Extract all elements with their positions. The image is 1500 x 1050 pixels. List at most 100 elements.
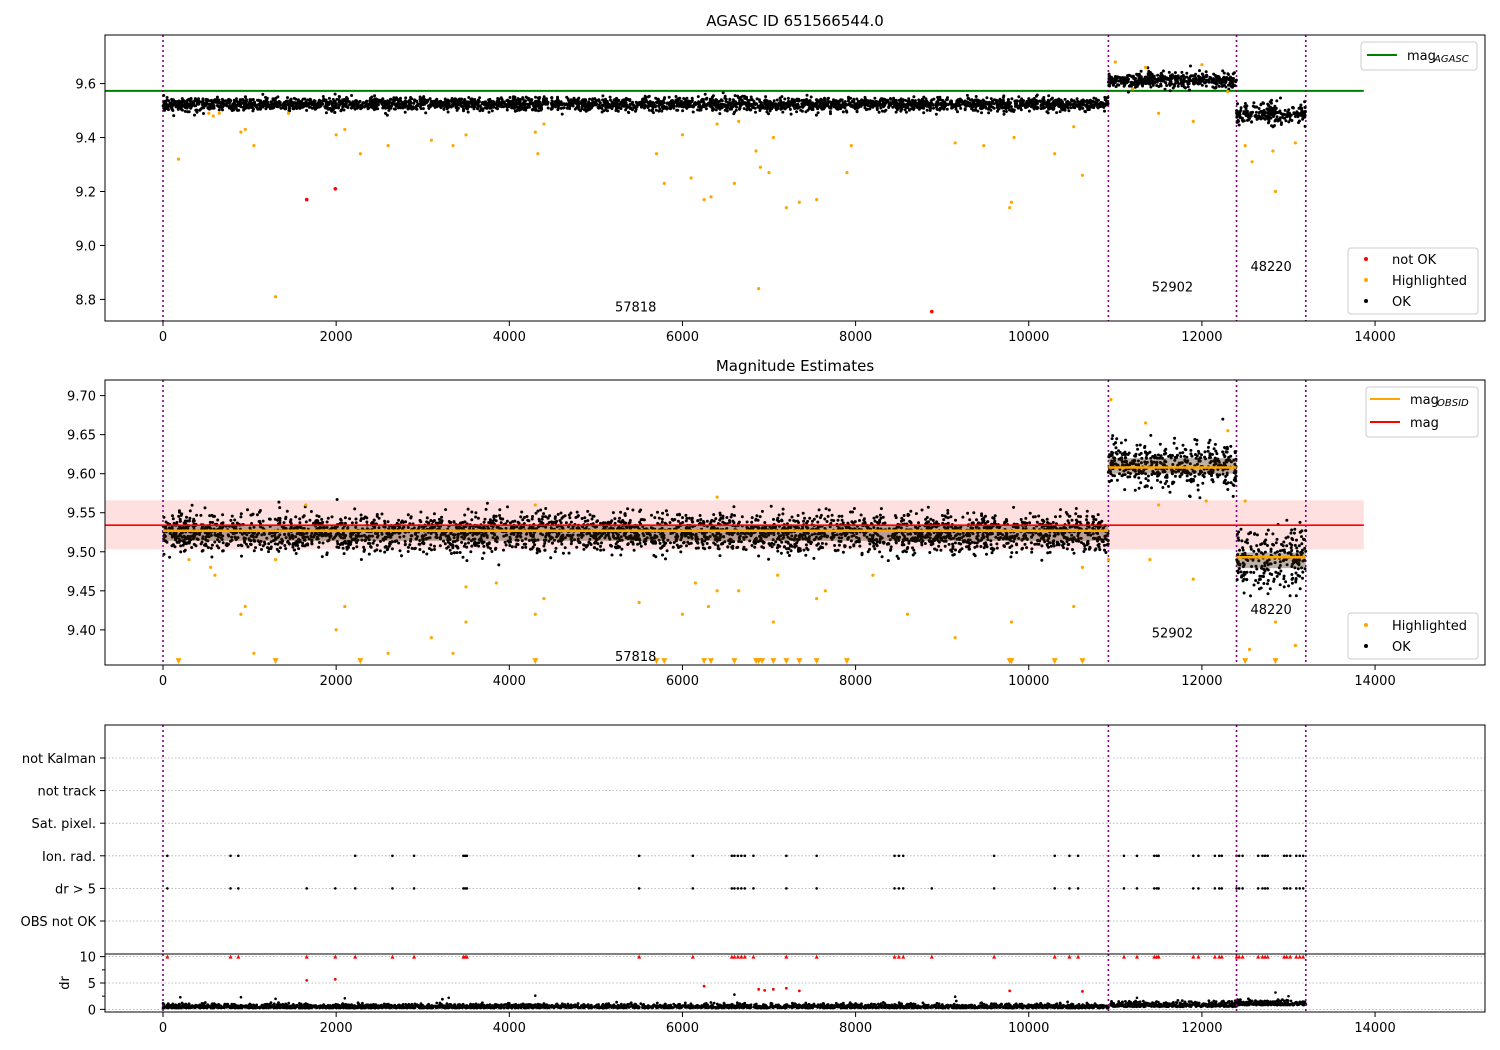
- ok-point: [507, 103, 510, 107]
- ok-point: [1180, 70, 1184, 74]
- ok-point: [1267, 110, 1271, 114]
- highlighted-point: [1250, 160, 1254, 164]
- ok-point: [1063, 108, 1067, 112]
- ok-point: [1257, 107, 1261, 110]
- ok-point: [738, 106, 742, 110]
- ok-point: [187, 103, 191, 107]
- ok-point: [1227, 78, 1230, 82]
- obsid-label: 52902: [1152, 280, 1193, 295]
- ok-point: [994, 98, 998, 102]
- ok-point: [245, 104, 249, 107]
- ok-point: [1237, 114, 1241, 118]
- ok-point: [736, 101, 740, 105]
- ok-point: [433, 102, 437, 106]
- ok-point: [906, 99, 910, 103]
- ok-point: [418, 105, 422, 109]
- ok-point: [287, 109, 291, 112]
- ok-point: [422, 95, 426, 99]
- highlighted-point: [536, 152, 540, 156]
- ok-point: [1298, 119, 1301, 123]
- ok-point: [1232, 84, 1236, 88]
- ok-point: [989, 97, 993, 101]
- ok-point: [450, 97, 454, 100]
- ok-point: [884, 98, 888, 102]
- ok-point: [234, 103, 237, 107]
- ok-point: [289, 103, 293, 107]
- ok-point: [987, 111, 991, 115]
- ok-point: [1218, 81, 1222, 85]
- ok-point: [1001, 105, 1005, 109]
- ok-point: [377, 516, 381, 520]
- ok-point: [296, 98, 300, 102]
- ok-point: [723, 94, 727, 98]
- ok-point: [985, 100, 988, 104]
- ok-point: [588, 102, 592, 106]
- ok-point: [972, 99, 976, 103]
- ok-point: [225, 104, 229, 108]
- ok-point: [354, 517, 358, 521]
- ok-point: [193, 104, 197, 108]
- ok-point: [1092, 106, 1096, 110]
- ok-point: [200, 100, 204, 104]
- ok-point: [575, 106, 579, 110]
- x-tick-label: 0: [159, 330, 167, 345]
- ok-point: [888, 538, 892, 542]
- ok-point: [529, 102, 533, 106]
- ok-point: [991, 105, 995, 109]
- ok-point: [869, 105, 872, 108]
- ok-point: [523, 105, 527, 109]
- ok-point: [292, 96, 296, 100]
- ok-point: [909, 509, 913, 513]
- y-tick-label: 9.2: [75, 185, 96, 200]
- ok-point: [1182, 85, 1186, 89]
- ok-point: [510, 545, 514, 549]
- ok-point: [299, 102, 303, 106]
- ok-point: [934, 525, 938, 529]
- ok-point: [916, 104, 920, 108]
- ok-point: [728, 97, 732, 101]
- ok-point: [826, 99, 830, 103]
- ok-point: [590, 98, 594, 102]
- ok-point: [814, 113, 818, 117]
- ok-point: [400, 101, 404, 104]
- highlighted-point: [680, 133, 685, 137]
- highlighted-point: [797, 200, 801, 204]
- ok-point: [787, 100, 791, 104]
- ok-point: [1188, 75, 1192, 79]
- ok-point: [171, 109, 175, 112]
- ok-point: [491, 100, 495, 104]
- ok-point: [1047, 99, 1051, 103]
- ok-point: [256, 98, 259, 102]
- ok-point: [661, 99, 665, 103]
- highlighted-point: [211, 114, 215, 118]
- ok-point: [1159, 72, 1163, 76]
- ok-point: [615, 96, 618, 100]
- ok-point: [797, 97, 801, 101]
- ok-point: [241, 101, 245, 105]
- ok-point: [162, 94, 166, 97]
- ok-point: [1085, 104, 1089, 108]
- y-tick-label: 9.4: [75, 132, 96, 147]
- ok-point: [592, 101, 596, 104]
- ok-point: [1035, 542, 1039, 546]
- ok-point: [684, 513, 688, 517]
- ok-point: [389, 97, 392, 101]
- ok-point: [846, 521, 850, 525]
- ok-point: [1243, 102, 1247, 105]
- ok-point: [792, 103, 796, 107]
- ok-point: [1055, 111, 1059, 115]
- highlighted-point: [386, 144, 390, 148]
- ok-point: [1085, 100, 1089, 104]
- ok-point: [172, 103, 176, 107]
- ok-point: [602, 103, 606, 107]
- ok-point: [291, 107, 295, 111]
- legend-status-label: not OK: [1392, 253, 1437, 268]
- highlighted-point: [1200, 63, 1204, 67]
- ok-point: [531, 108, 535, 112]
- ok-point: [227, 101, 231, 105]
- ok-point: [381, 102, 384, 106]
- ok-point: [664, 557, 667, 561]
- ok-point: [464, 105, 468, 109]
- ok-point: [378, 98, 382, 102]
- ok-point: [720, 99, 724, 103]
